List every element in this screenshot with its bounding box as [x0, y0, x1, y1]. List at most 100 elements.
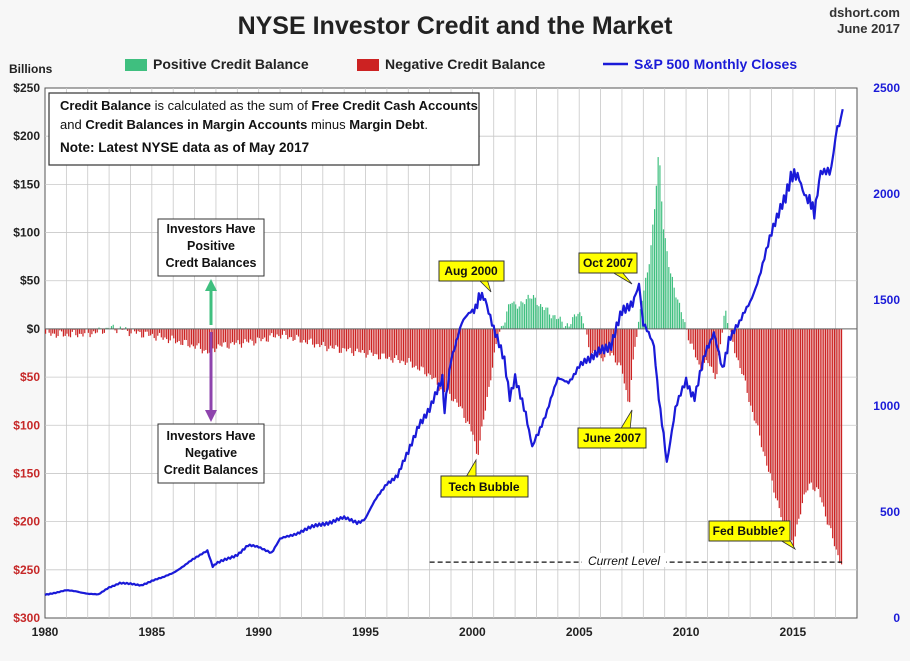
credit-bar [410, 328, 412, 362]
credit-bar [702, 328, 704, 370]
credit-bar [121, 328, 123, 330]
credit-bar [73, 328, 75, 330]
credit-bar [652, 224, 654, 329]
credit-bar [700, 328, 702, 370]
credit-bar [345, 328, 348, 352]
credit-bar [110, 326, 113, 329]
credit-bar [337, 328, 339, 347]
credit-bar [477, 328, 479, 455]
credit-bar [62, 328, 64, 337]
credit-bar [677, 299, 679, 329]
credit-bar [550, 318, 552, 329]
left-tick-label: $0 [27, 322, 41, 336]
credit-bar [513, 301, 515, 329]
credit-bar [198, 328, 200, 344]
source-label: dshort.com [829, 5, 900, 20]
credit-bar [621, 328, 624, 374]
sp500-line [44, 108, 844, 596]
credit-bar [426, 328, 428, 377]
credit-bar [258, 328, 260, 339]
credit-bar [591, 328, 593, 353]
credit-bar [451, 328, 453, 401]
note-line-3: Note: Latest NYSE data as of May 2017 [60, 140, 309, 155]
callout-aug2000: Aug 2000 [438, 260, 505, 293]
credit-bar [557, 318, 560, 329]
credit-bar [837, 328, 839, 556]
credit-bar [632, 328, 634, 360]
credit-bar [169, 328, 171, 341]
credit-bar [662, 229, 665, 329]
left-tick-label: $250 [13, 81, 40, 95]
credit-bar [691, 328, 693, 344]
credit-bar [782, 328, 784, 521]
credit-bar [306, 328, 308, 345]
left-tick-label: $50 [20, 274, 40, 288]
credit-bar [573, 314, 576, 329]
credit-bar [98, 327, 100, 329]
credit-bar [463, 328, 465, 418]
credit-bar [207, 328, 209, 354]
credit-bar [552, 315, 554, 329]
credit-bar [458, 328, 460, 407]
credit-bar [189, 328, 191, 348]
credit-bar [167, 328, 170, 344]
credit-bar [456, 328, 458, 403]
credit-bar [328, 328, 330, 349]
credit-bar [710, 328, 713, 367]
credit-bar [579, 312, 581, 329]
credit-bar [48, 328, 50, 333]
credit-bar [157, 328, 159, 336]
credit-bar [507, 304, 510, 329]
credit-bar [324, 328, 326, 347]
current-level-label-bg [582, 553, 666, 567]
credit-bar [600, 328, 602, 359]
up-arrow-icon [205, 279, 217, 291]
credit-bar [545, 307, 547, 329]
credit-bar [746, 328, 748, 393]
credit-bar [358, 328, 360, 353]
credit-bar [607, 328, 609, 353]
credit-bar [705, 328, 707, 361]
svg-text:Credit Balances: Credit Balances [164, 463, 259, 477]
credit-bar [329, 328, 332, 346]
credit-bar [712, 328, 714, 373]
credit-bar [675, 297, 677, 329]
credit-bar [399, 328, 401, 364]
credit-bar [541, 306, 543, 329]
credit-bar [192, 328, 194, 347]
credit-bar [166, 328, 168, 340]
credit-bar [595, 328, 597, 356]
credit-bar [659, 165, 661, 329]
credit-bar [687, 328, 690, 341]
credit-bar [361, 328, 364, 351]
credit-bar [68, 328, 70, 337]
x-tick-label: 2000 [459, 625, 486, 639]
credit-bar [580, 316, 583, 329]
credit-bar [506, 311, 508, 329]
credit-bar [87, 328, 89, 333]
credit-bar [125, 327, 127, 329]
credit-bar [833, 328, 836, 547]
credit-bar [588, 328, 590, 348]
credit-bar [716, 328, 718, 375]
credit-bar [180, 328, 182, 345]
credit-bar [137, 328, 139, 332]
credit-bar [721, 328, 723, 333]
credit-bar [221, 328, 223, 347]
credit-bar [363, 328, 365, 354]
current-level-label: Current Level [588, 554, 660, 568]
credit-bar [141, 328, 143, 338]
credit-bar [80, 328, 82, 334]
credit-bar [319, 328, 321, 348]
right-axis-ticks: 0 500 1000 1500 2000 2500 [873, 81, 900, 625]
credit-bar [532, 295, 535, 329]
credit-bar [785, 328, 787, 536]
credit-bar [646, 272, 649, 329]
credit-bar [789, 328, 791, 540]
credit-bar [673, 287, 675, 329]
credit-bar [762, 328, 764, 452]
credit-bar [500, 326, 503, 329]
credit-bar [130, 328, 132, 334]
credit-bar [614, 328, 617, 363]
